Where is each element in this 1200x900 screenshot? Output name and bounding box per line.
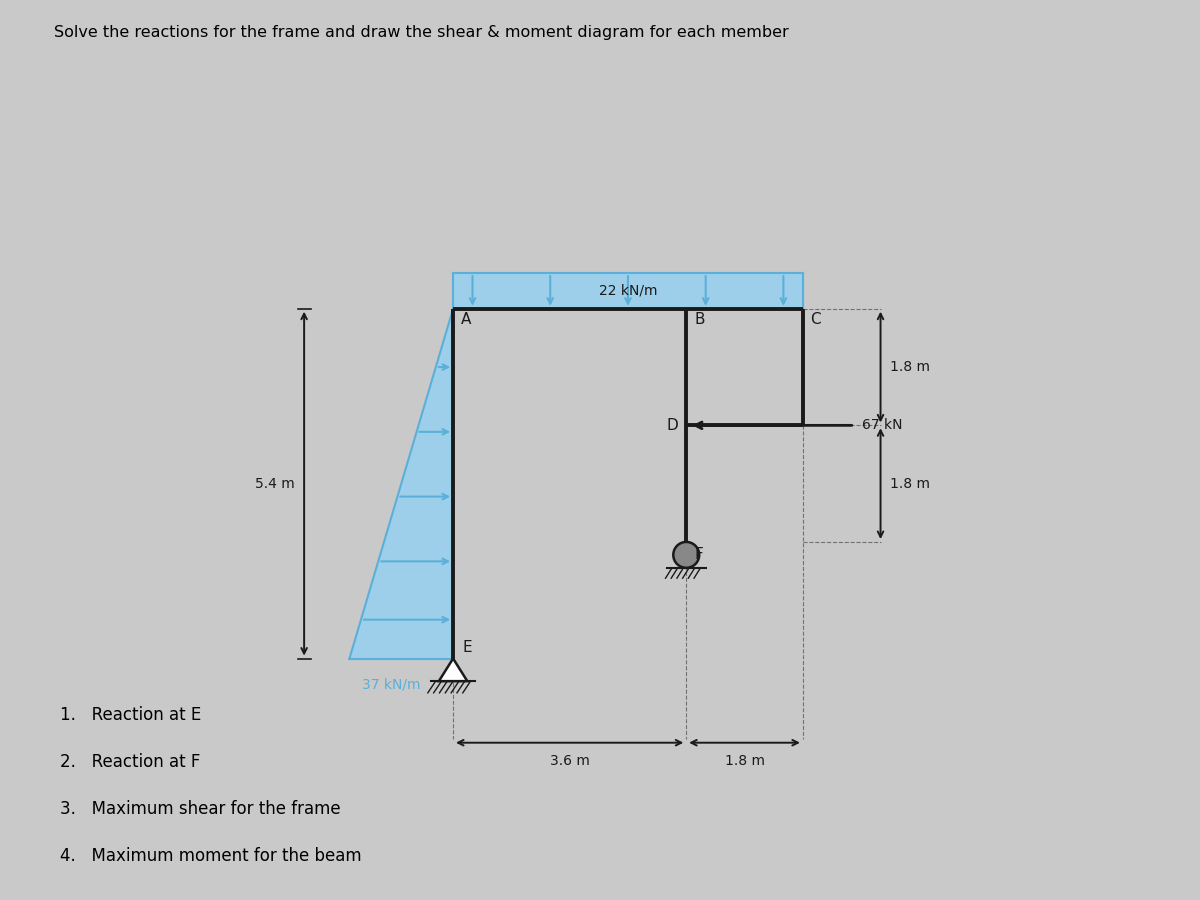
Text: 1.   Reaction at E: 1. Reaction at E: [60, 706, 202, 724]
Text: 5.4 m: 5.4 m: [254, 477, 294, 490]
Text: 37 kN/m: 37 kN/m: [361, 678, 420, 692]
Text: B: B: [694, 312, 704, 327]
Polygon shape: [349, 309, 454, 659]
Text: 67 kN: 67 kN: [863, 418, 902, 432]
Polygon shape: [439, 659, 467, 681]
Text: 4.   Maximum moment for the beam: 4. Maximum moment for the beam: [60, 847, 361, 865]
Polygon shape: [454, 274, 803, 309]
Text: 2.   Reaction at F: 2. Reaction at F: [60, 753, 200, 771]
Text: E: E: [463, 640, 473, 655]
Text: 3.6 m: 3.6 m: [550, 754, 589, 769]
Text: 1.8 m: 1.8 m: [890, 477, 930, 490]
Text: F: F: [694, 547, 703, 562]
Text: Solve the reactions for the frame and draw the shear & moment diagram for each m: Solve the reactions for the frame and dr…: [54, 25, 788, 40]
Text: 1.8 m: 1.8 m: [890, 360, 930, 374]
Circle shape: [673, 542, 700, 568]
Text: 22 kN/m: 22 kN/m: [599, 284, 658, 298]
Text: D: D: [667, 418, 678, 433]
Text: 1.8 m: 1.8 m: [725, 754, 764, 769]
Text: 3.   Maximum shear for the frame: 3. Maximum shear for the frame: [60, 800, 341, 818]
Text: A: A: [461, 312, 472, 327]
Text: C: C: [810, 312, 821, 327]
